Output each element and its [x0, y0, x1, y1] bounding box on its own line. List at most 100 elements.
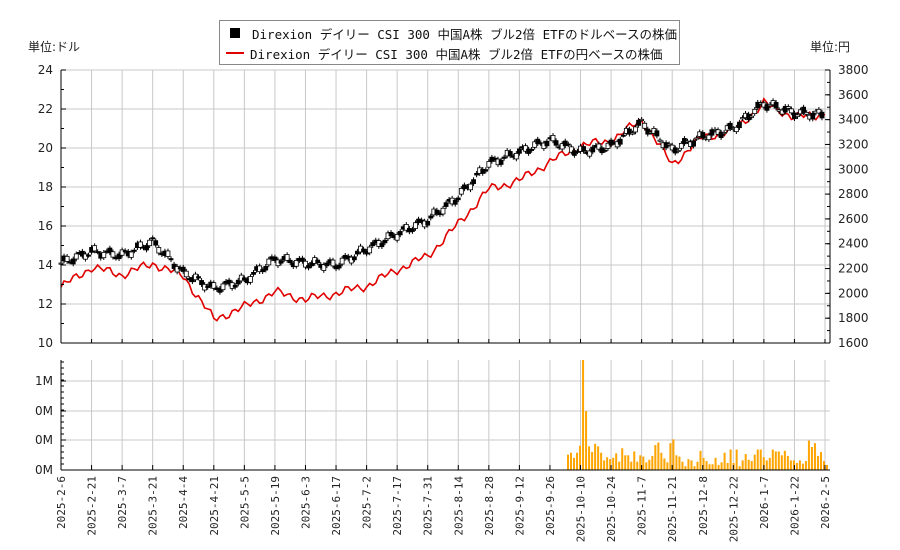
- volume-bar: [822, 461, 825, 470]
- volume-bar: [753, 454, 756, 470]
- volume-bar: [690, 460, 693, 470]
- left-tick-label: 20: [38, 141, 53, 155]
- volume-bar: [615, 453, 618, 470]
- volume-bar: [648, 459, 651, 470]
- x-date-label: 2025-12-22: [727, 476, 740, 542]
- volume-bar: [738, 466, 741, 470]
- volume-bar: [579, 445, 582, 470]
- legend-item-usd: Direxion デイリー CSI 300 中国A株 ブル2倍 ETFのドルベー…: [226, 24, 677, 42]
- volume-bar: [804, 461, 807, 470]
- axes: [60, 69, 831, 471]
- left-tick-label: 16: [38, 219, 53, 233]
- right-tick-label: 3200: [838, 137, 869, 151]
- right-tick-label: 1600: [838, 336, 869, 350]
- volume-tick-label: 0M: [35, 433, 53, 447]
- volume-bar: [636, 461, 639, 470]
- volume-bar: [813, 443, 816, 470]
- volume-bar: [711, 464, 714, 470]
- volume-bar: [606, 457, 609, 470]
- right-tick-label: 3000: [838, 162, 869, 176]
- x-date-label: 2025-8-28: [483, 476, 496, 536]
- legend-jpy-label: Direxion デイリー CSI 300 中国A株 ブル2倍 ETFの円ベース…: [250, 46, 663, 62]
- volume-bar: [825, 464, 828, 470]
- volume-bar: [807, 440, 810, 470]
- volume-bar: [591, 452, 594, 470]
- volume-bar: [633, 451, 636, 470]
- volume-bar: [672, 439, 675, 470]
- right-tick-label: 1800: [838, 311, 869, 325]
- volume-bar: [699, 450, 702, 470]
- usd-candlesticks: [58, 98, 825, 295]
- volume-bar: [678, 456, 681, 470]
- volume-bar: [666, 462, 669, 470]
- volume-tick-label: 0M: [35, 404, 53, 418]
- x-date-label: 2025-7-31: [422, 476, 435, 536]
- volume-bar: [768, 457, 771, 470]
- volume-bar: [681, 461, 684, 470]
- volume-bar: [735, 449, 738, 470]
- x-date-label: 2025-5-19: [269, 476, 282, 536]
- volume-bar: [588, 446, 591, 470]
- volume-bar: [576, 452, 579, 470]
- volume-bar: [816, 455, 819, 470]
- volume-bar: [780, 455, 783, 470]
- volume-bar: [654, 445, 657, 470]
- volume-bar: [627, 455, 630, 470]
- x-date-label: 2025-9-12: [513, 476, 526, 536]
- volume-bar: [786, 455, 789, 470]
- volume-bar: [792, 460, 795, 470]
- left-tick-label: 18: [38, 180, 53, 194]
- x-date-label: 2025-2-21: [86, 476, 99, 536]
- x-date-label: 2026-1-7: [758, 476, 771, 529]
- volume-bar: [609, 459, 612, 470]
- volume-bar: [747, 459, 750, 470]
- x-date-label: 2025-6-17: [330, 476, 343, 536]
- volume-bar: [702, 457, 705, 470]
- volume-bar: [630, 461, 633, 470]
- volume-bar: [651, 455, 654, 470]
- volume-bar: [762, 457, 765, 470]
- x-date-label: 2025-11-21: [666, 476, 679, 542]
- x-date-label: 2025-7-2: [361, 476, 374, 529]
- volume-bar: [687, 459, 690, 470]
- volume-bar: [714, 457, 717, 470]
- volume-bar: [582, 360, 585, 470]
- volume-bars: [567, 360, 828, 470]
- volume-bar: [750, 461, 753, 470]
- x-date-label: 2025-3-7: [116, 476, 129, 529]
- right-tick-label: 2400: [838, 237, 869, 251]
- right-tick-label: 2000: [838, 286, 869, 300]
- volume-bar: [693, 466, 696, 470]
- left-tick-label: 10: [38, 336, 53, 350]
- right-tick-label: 3800: [838, 63, 869, 77]
- x-date-label: 2025-2-6: [55, 476, 68, 529]
- volume-bar: [624, 455, 627, 470]
- volume-bar: [621, 448, 624, 470]
- volume-bar: [759, 449, 762, 470]
- x-date-label: 2025-10-24: [605, 476, 618, 543]
- volume-bar: [723, 452, 726, 470]
- volume-bar: [765, 460, 768, 470]
- volume-bar: [756, 449, 759, 470]
- volume-bar: [642, 456, 645, 470]
- volume-bar: [696, 461, 699, 470]
- volume-bar: [795, 462, 798, 470]
- volume-bar: [567, 454, 570, 470]
- x-date-label: 2025-6-3: [299, 476, 312, 529]
- volume-bar: [585, 411, 588, 470]
- volume-grid: [60, 360, 830, 470]
- legend-item-jpy: Direxion デイリー CSI 300 中国A株 ブル2倍 ETFの円ベース…: [226, 44, 663, 62]
- right-tick-label: 3400: [838, 113, 869, 127]
- x-date-label: 2025-4-4: [177, 476, 190, 529]
- volume-tick-label: 1M: [35, 374, 53, 388]
- axis-labels: 10 12 14 16 18 20 22 24 1600 1800 2000 2200 2400 2600…: [35, 63, 869, 542]
- volume-bar: [669, 443, 672, 470]
- x-date-label: 2025-4-21: [208, 476, 221, 536]
- volume-bar: [810, 446, 813, 470]
- volume-bar: [774, 451, 777, 470]
- x-date-label: 2025-3-21: [147, 476, 160, 536]
- volume-bar: [771, 449, 774, 470]
- chart-legend: Direxion デイリー CSI 300 中国A株 ブル2倍 ETFのドルベー…: [219, 20, 680, 65]
- x-date-label: 2025-9-26: [544, 476, 557, 536]
- volume-bar: [684, 466, 687, 470]
